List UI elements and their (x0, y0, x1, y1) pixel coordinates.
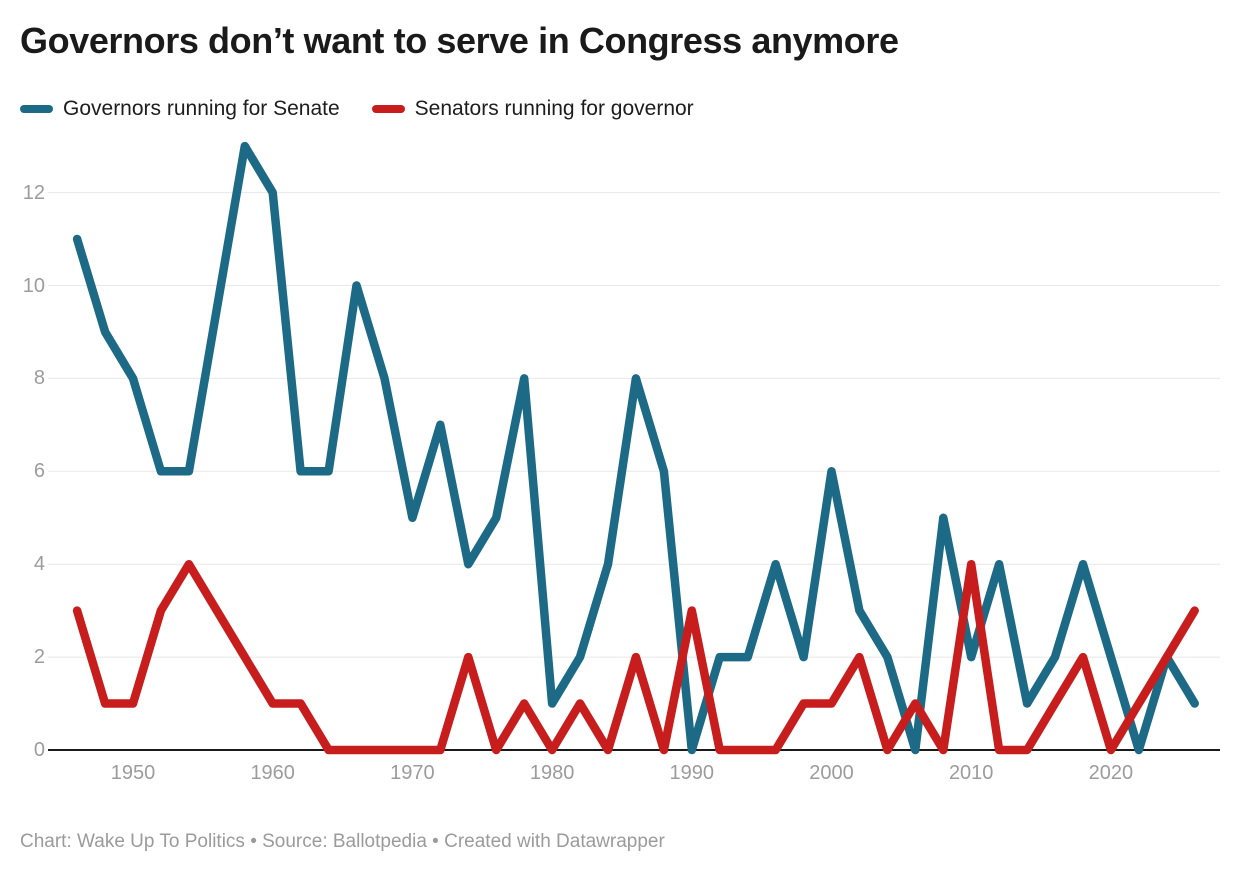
y-tick-label-4: 4 (33, 553, 45, 576)
y-tick-label-0: 0 (33, 739, 45, 761)
legend: Governors running for Senate Senators run… (20, 97, 694, 121)
x-tick-label-1950: 1950 (110, 762, 156, 784)
y-tick-label-12: 12 (22, 181, 45, 204)
x-tick-label-1980: 1980 (529, 762, 575, 784)
line-series-governors (72, 141, 1199, 755)
x-tick-label-2010: 2010 (948, 762, 994, 784)
x-tick-label-2000: 2000 (809, 762, 854, 784)
legend-item-1: Senators running for governor (371, 97, 694, 121)
y-tick-label-2: 2 (33, 646, 45, 669)
x-tick-label-1970: 1970 (390, 762, 435, 784)
x-tick-label-1960: 1960 (250, 762, 295, 784)
chart-title: Governors don’t want to serve in Congres… (20, 20, 899, 61)
x-tick-label-1990: 1990 (669, 762, 715, 784)
x-tick-label-2020: 2020 (1088, 762, 1134, 784)
legend-swatch-icon (371, 105, 405, 113)
line-series-senators (72, 559, 1199, 755)
legend-swatch-icon (20, 105, 53, 113)
y-tick-label-10: 10 (22, 274, 45, 297)
y-tick-label-6: 6 (33, 460, 45, 483)
legend-label: Governors running for Senate (63, 97, 340, 120)
attribution-footer: Chart: Wake Up To Politics • Source: Bal… (20, 831, 665, 852)
legend-label: Senators running for governor (414, 97, 694, 120)
y-tick-label-8: 8 (33, 367, 45, 390)
legend-item-0: Governors running for Senate (20, 97, 340, 121)
series-lines (72, 141, 1199, 755)
